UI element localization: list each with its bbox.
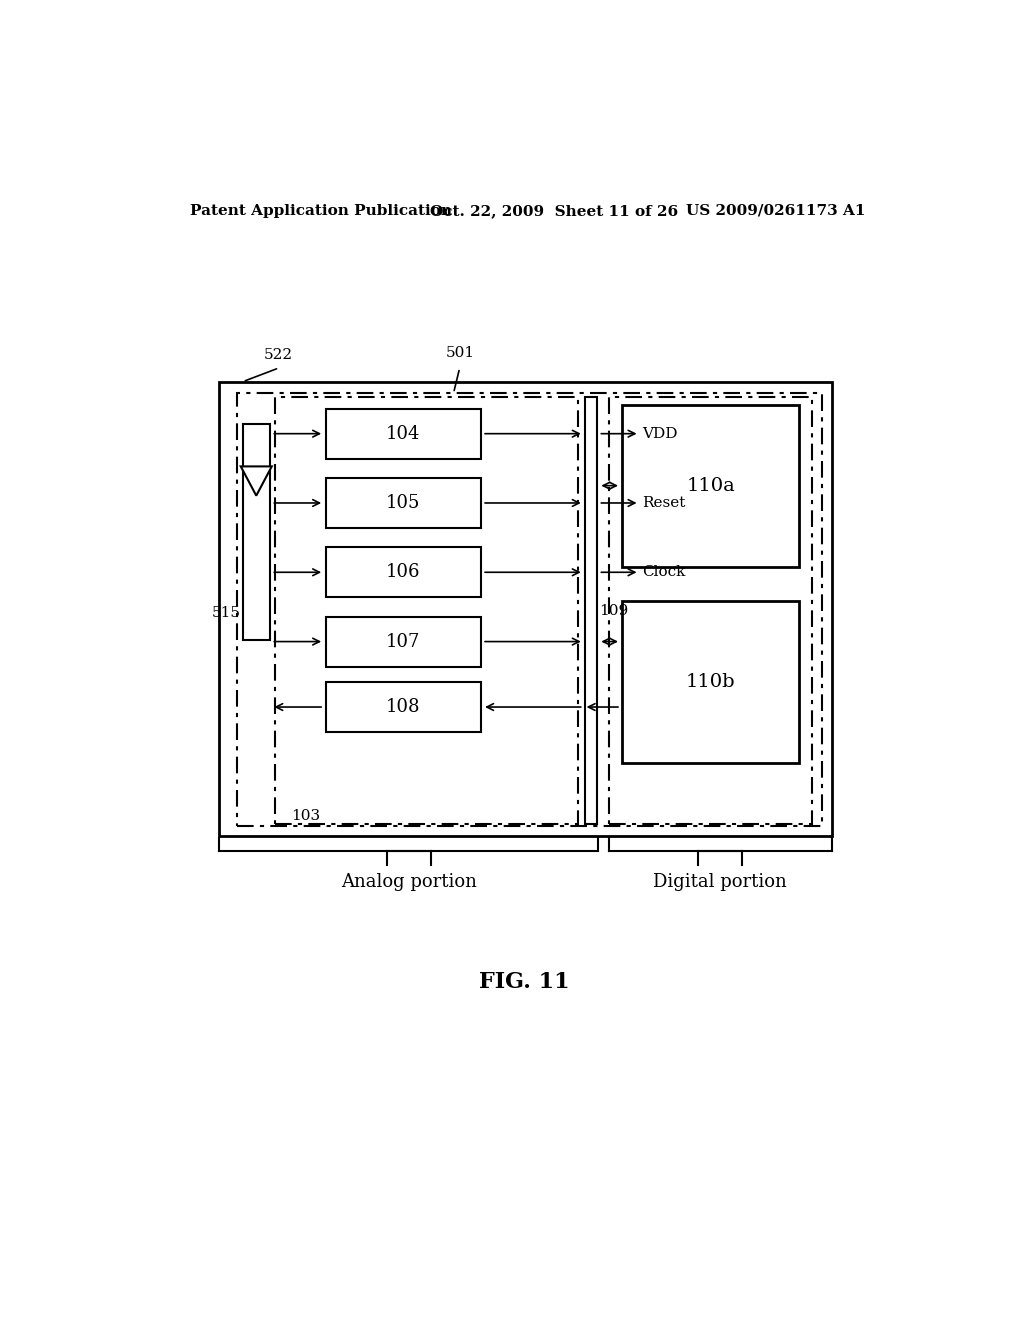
Bar	[275, 397, 578, 825]
Text: Digital portion: Digital portion	[653, 874, 787, 891]
Bar	[219, 381, 831, 836]
Text: 105: 105	[386, 494, 420, 512]
Text: US 2009/0261173 A1: US 2009/0261173 A1	[686, 203, 865, 218]
Text: 110a: 110a	[686, 477, 735, 495]
Bar	[586, 397, 597, 825]
Bar	[623, 601, 799, 763]
Text: Clock: Clock	[642, 565, 685, 579]
Text: 107: 107	[386, 632, 420, 651]
Text: 110b: 110b	[686, 673, 735, 690]
Text: 109: 109	[599, 603, 629, 618]
Bar	[608, 397, 812, 825]
Bar	[326, 409, 480, 459]
Text: 522: 522	[263, 348, 293, 363]
Bar	[623, 405, 799, 566]
Text: Reset: Reset	[642, 496, 685, 510]
Text: Analog portion: Analog portion	[341, 874, 477, 891]
Polygon shape	[241, 466, 271, 496]
Bar	[326, 548, 480, 598]
Text: Oct. 22, 2009  Sheet 11 of 26: Oct. 22, 2009 Sheet 11 of 26	[430, 203, 678, 218]
Text: VDD: VDD	[642, 426, 677, 441]
Bar	[326, 682, 480, 733]
Bar	[326, 616, 480, 667]
Text: Patent Application Publication: Patent Application Publication	[190, 203, 452, 218]
Text: 108: 108	[386, 698, 421, 715]
Bar	[243, 424, 270, 640]
Text: 106: 106	[386, 564, 421, 581]
Text: 104: 104	[386, 425, 420, 442]
Text: 103: 103	[291, 809, 319, 824]
Text: FIG. 11: FIG. 11	[479, 972, 570, 994]
Bar	[326, 478, 480, 528]
Text: 515: 515	[212, 606, 241, 619]
Bar	[237, 393, 821, 826]
Text: 501: 501	[445, 346, 475, 360]
